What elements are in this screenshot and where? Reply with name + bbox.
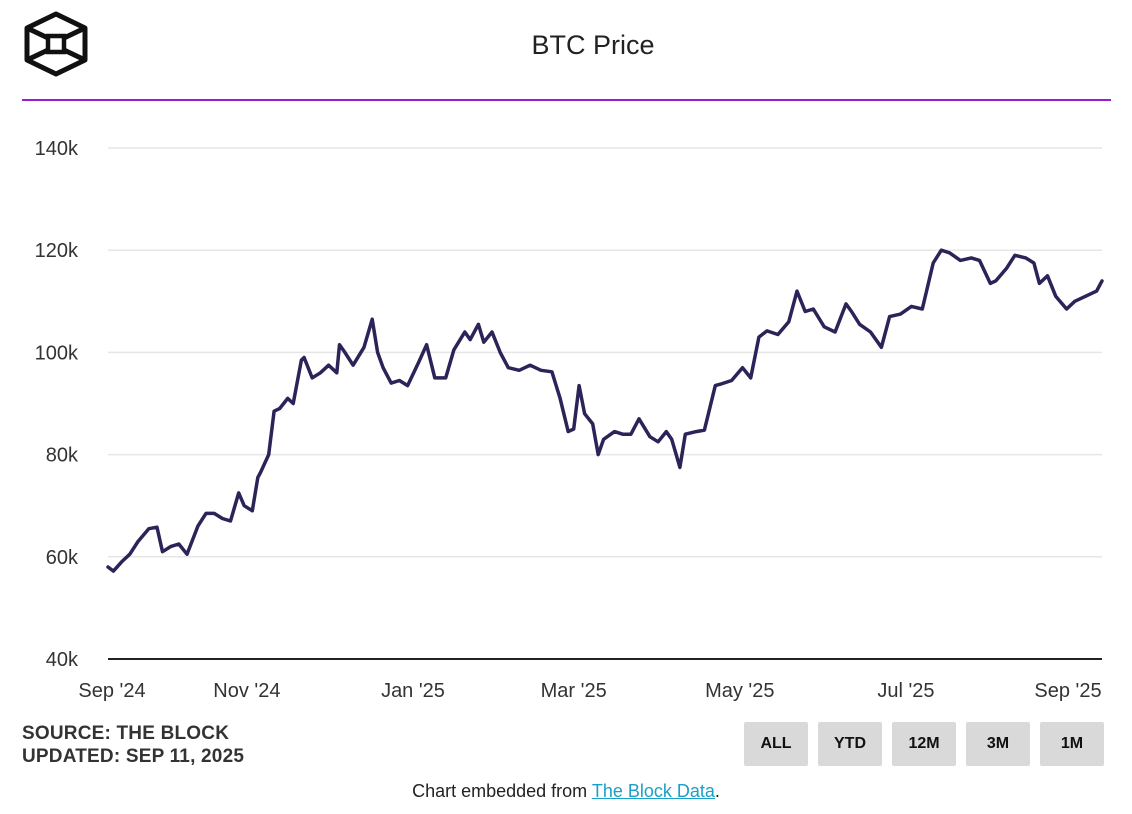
embed-prefix: Chart embedded from	[412, 781, 592, 801]
y-tick-label: 120k	[35, 240, 79, 262]
y-tick-label: 80k	[46, 445, 79, 467]
y-tick-label: 140k	[35, 138, 79, 160]
range-button-group: ALL YTD 12M 3M 1M	[744, 722, 1104, 766]
header-divider	[22, 99, 1111, 101]
y-tick-label: 100k	[35, 342, 79, 364]
x-tick-label: Nov '24	[213, 680, 280, 702]
the-block-logo-icon	[24, 11, 88, 77]
updated-label: UPDATED: SEP 11, 2025	[22, 746, 245, 767]
y-tick-label: 60k	[46, 547, 79, 569]
chart-title: BTC Price	[531, 30, 655, 60]
source-label: SOURCE: THE BLOCK	[22, 723, 230, 744]
x-tick-label: Sep '25	[1034, 680, 1101, 702]
range-all-button[interactable]: ALL	[744, 722, 808, 766]
embed-credit: Chart embedded from The Block Data.	[0, 781, 1132, 802]
x-tick-label: Jan '25	[381, 680, 445, 702]
range-12m-button[interactable]: 12M	[892, 722, 956, 766]
y-tick-label: 40k	[46, 649, 79, 671]
x-tick-label: Jul '25	[877, 680, 934, 702]
source-block: SOURCE: THE BLOCK UPDATED: SEP 11, 2025	[22, 722, 244, 768]
x-tick-label: May '25	[705, 680, 774, 702]
range-ytd-button[interactable]: YTD	[818, 722, 882, 766]
x-tick-label: Sep '24	[78, 680, 145, 702]
the-block-data-link[interactable]: The Block Data	[591, 781, 715, 801]
x-tick-label: Mar '25	[541, 680, 607, 702]
embed-suffix: .	[714, 781, 720, 801]
range-3m-button[interactable]: 3M	[966, 722, 1030, 766]
btc-price-line	[106, 248, 1104, 573]
range-1m-button[interactable]: 1M	[1040, 722, 1104, 766]
btc-price-chart: 40k 60k 80k 100k 120k 140k Sep '24 Nov '24 Jan '…	[35, 138, 1104, 702]
